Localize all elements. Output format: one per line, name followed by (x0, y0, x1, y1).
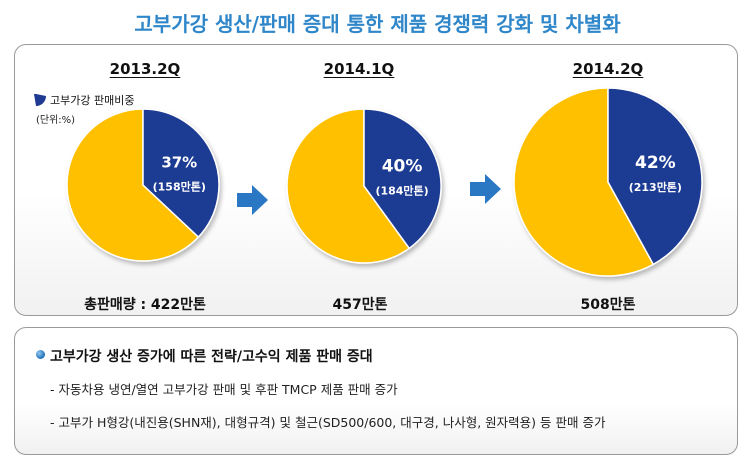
total-label-3: 508만톤 (488, 294, 728, 314)
total-label-1: 총판매량 : 422만톤 (25, 294, 265, 314)
share-value-label: 40% (382, 157, 423, 177)
share-value-label: 42% (635, 153, 676, 173)
note-item-2: - 고부가 H형강(내진용(SHN재), 대형규격) 및 철근(SD500/60… (50, 412, 605, 431)
arrow-icon (470, 174, 501, 204)
bullet-icon (36, 350, 45, 359)
arrow-icon (237, 185, 268, 215)
share-volume-label: (213만톤) (629, 180, 682, 194)
note-item-1: - 자동차용 냉연/열연 고부가강 판매 및 후판 TMCP 제품 판매 증가 (50, 379, 398, 398)
share-value-label: 37% (161, 153, 197, 171)
total-label-2: 457만톤 (240, 294, 480, 314)
share-volume-label: (158만톤) (153, 179, 206, 193)
notes-headline: 고부가강 생산 증가에 따른 전략/고수익 제품 판매 증대 (50, 346, 373, 366)
share-volume-label: (184만톤) (375, 184, 428, 198)
